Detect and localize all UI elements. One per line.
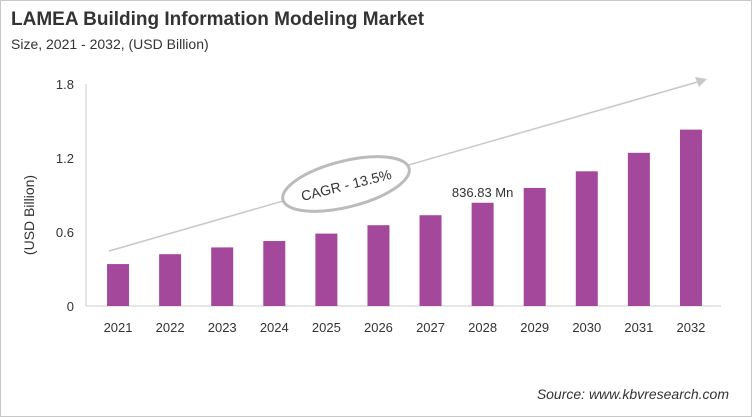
bar-2029 [523,187,546,306]
bar-2024 [263,241,286,306]
y-tick-label: 1.8 [56,77,74,92]
y-tick-label: 1.2 [56,151,74,166]
bar-2028 [471,202,494,306]
bar-2025 [315,233,338,306]
x-tick-label: 2022 [156,320,185,335]
trend-arrow-head [695,77,707,87]
x-tick-label: 2032 [676,320,705,335]
cagr-ellipse [281,155,411,213]
bar-2030 [575,171,598,306]
y-tick-label: 0.6 [56,225,74,240]
x-tick-label: 2029 [520,320,549,335]
bar-2022 [159,254,182,306]
x-tick-label: 2028 [468,320,497,335]
x-tick-label: 2030 [572,320,601,335]
chart-title: LAMEA Building Information Modeling Mark… [11,9,425,30]
bar-2032 [679,129,702,306]
bar-2027 [419,215,442,306]
y-tick-label: 0 [67,299,74,314]
bar-2031 [627,152,650,306]
x-tick-label: 2021 [104,320,133,335]
bar-2023 [211,247,234,306]
bar-2026 [367,225,390,306]
x-tick-label: 2031 [624,320,653,335]
bar-2021 [107,264,130,306]
x-tick-label: 2027 [416,320,445,335]
chart-subtitle: Size, 2021 - 2032, (USD Billion) [11,36,209,52]
x-tick-label: 2024 [260,320,289,335]
x-tick-label: 2025 [312,320,341,335]
y-axis-label: (USD Billion) [21,175,37,255]
x-tick-label: 2023 [208,320,237,335]
data-label: 836.83 Mn [452,185,513,200]
x-tick-label: 2026 [364,320,393,335]
source-note: Source: www.kbvresearch.com [536,386,729,402]
